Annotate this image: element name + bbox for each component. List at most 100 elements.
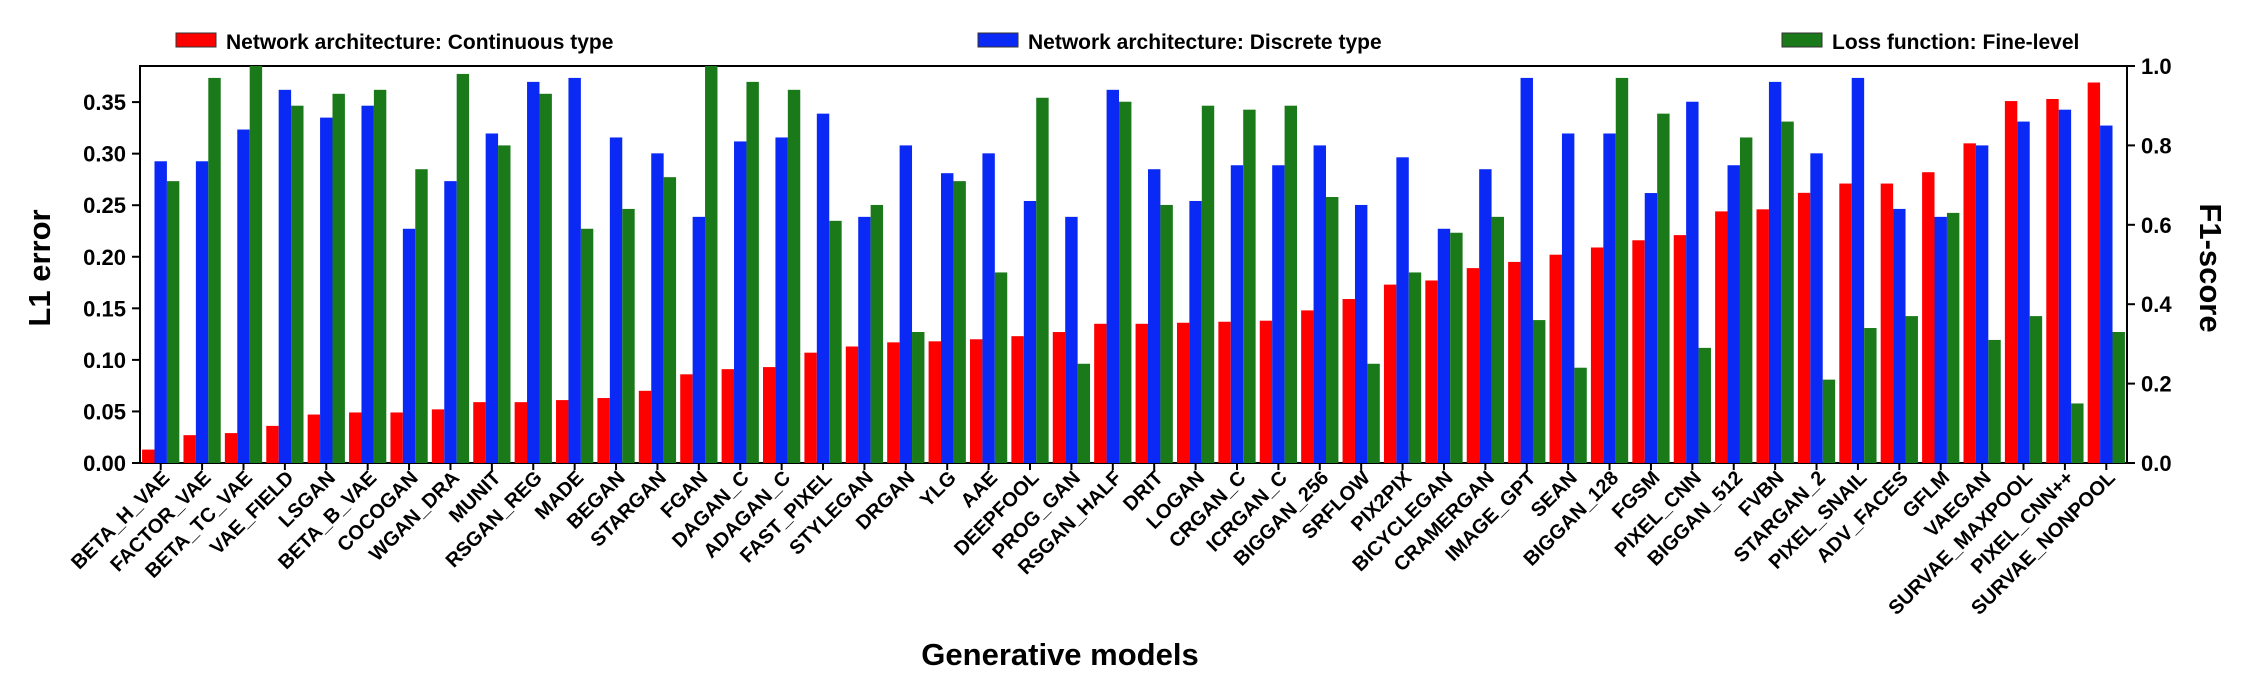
bar-2-biggan_512	[1727, 165, 1740, 463]
bar-1-adv_faces	[1880, 183, 1894, 464]
bar-1-biggan_512	[1715, 211, 1728, 463]
bar-2-fgsm	[1644, 193, 1658, 464]
bar-2-fast_pixel	[816, 113, 830, 463]
y-tick-label: 0.10	[83, 348, 126, 373]
legend-swatch	[175, 32, 217, 48]
bar-2-aae	[982, 153, 995, 463]
bar-1-gflm	[1922, 172, 1935, 463]
bar-2-adagan_c	[775, 137, 788, 463]
bar-1-factor_vae	[183, 435, 196, 463]
bar-1-beta_b_vae	[349, 412, 362, 463]
bar-2-cramergan	[1479, 169, 1492, 463]
bar-3-icrgan_c	[1284, 105, 1298, 463]
bar-2-fgan	[692, 216, 706, 463]
bar-2-gflm	[1934, 216, 1947, 463]
bar-3-sean	[1574, 367, 1587, 463]
bar-2-biggan_256	[1313, 145, 1326, 463]
bar-2-image_gpt	[1520, 77, 1533, 463]
bar-1-pixel_cnn	[1673, 235, 1687, 463]
legend-swatch	[1781, 32, 1823, 48]
bar-2-vae_field	[278, 89, 292, 463]
bar-2-bicyclegan	[1437, 228, 1451, 463]
bar-1-stylegan	[845, 346, 859, 463]
bar-1-biggan_128	[1590, 247, 1604, 463]
bar-2-beta_h_vae	[154, 161, 167, 463]
bar-2-stargan	[651, 153, 664, 463]
bar-1-drit	[1135, 323, 1148, 463]
bar-3-adagan_c	[787, 89, 801, 463]
bar-1-survae_maxpool	[2004, 101, 2018, 463]
bar-2-sean	[1561, 133, 1575, 464]
bar-1-survae_nonpool	[2087, 82, 2101, 463]
bar-3-srflow	[1367, 363, 1380, 463]
bar-3-survae_nonpool	[2112, 331, 2125, 463]
bar-2-dagan_c	[734, 141, 747, 463]
bar-1-srflow	[1342, 299, 1355, 463]
bar-3-pixel_snail	[1864, 328, 1877, 463]
bar-2-lsgan	[320, 117, 333, 464]
bar-2-factor_vae	[195, 161, 209, 463]
bar-3-rsgan_half	[1119, 101, 1132, 463]
legend: Network architecture: Continuous type Net…	[175, 31, 2079, 54]
bar-1-icrgan_c	[1259, 320, 1273, 463]
x-tick-label: YLG	[916, 467, 961, 512]
bar-1-cramergan	[1466, 268, 1480, 463]
bar-3-biggan_128	[1615, 77, 1629, 463]
bar-2-stylegan	[858, 216, 871, 463]
bar-2-survae_maxpool	[2017, 121, 2030, 463]
bar-3-fvbn	[1781, 121, 1794, 463]
bar-1-bicyclegan	[1425, 280, 1438, 463]
bar-2-munit	[485, 133, 499, 464]
bar-3-beta_tc_vae	[249, 66, 263, 463]
y2-tick-label: 0.4	[2141, 292, 2172, 317]
bar-3-stylegan	[870, 204, 884, 463]
bar-3-beta_h_vae	[166, 181, 180, 463]
y2-tick-label: 0.2	[2141, 372, 2172, 397]
bar-3-cocogan	[415, 169, 428, 463]
bar-3-fast_pixel	[829, 220, 842, 463]
bar-3-drgan	[912, 331, 925, 463]
axes	[132, 65, 2135, 470]
bar-2-drgan	[899, 145, 913, 463]
bar-3-aae	[994, 272, 1008, 463]
y2-tick-label: 0.6	[2141, 213, 2172, 238]
bar-1-fgan	[680, 374, 693, 463]
bar-2-icrgan_c	[1272, 165, 1285, 463]
bar-3-fgan	[705, 66, 718, 463]
bar-2-pixel_snail	[1851, 77, 1865, 463]
bar-2-wgan_dra	[444, 181, 457, 463]
bar-2-cocogan	[402, 228, 416, 463]
y-tick-label: 0.05	[83, 399, 126, 424]
bar-1-aae	[969, 339, 983, 463]
bar-1-lsgan	[307, 414, 321, 463]
bar-1-prog_gan	[1052, 332, 1066, 463]
bar-2-drit	[1147, 169, 1161, 463]
bar-1-cocogan	[390, 412, 403, 463]
bar-3-gflm	[1946, 212, 1960, 463]
bar-1-rsgan_half	[1094, 323, 1107, 463]
bar-1-stargan_2	[1797, 192, 1811, 463]
bar-1-munit	[473, 402, 486, 463]
bar-3-munit	[498, 145, 511, 463]
bar-3-began	[622, 208, 635, 463]
bar-3-stargan	[663, 177, 677, 463]
bar-3-made	[580, 228, 594, 463]
bar-1-beta_h_vae	[142, 449, 155, 463]
bar-3-cramergan	[1491, 216, 1504, 463]
legend-label: Network architecture: Continuous type	[226, 31, 613, 54]
bar-3-pixel_cnn	[1698, 347, 1711, 463]
bar-3-beta_b_vae	[373, 89, 387, 463]
y2-tick-label: 0.8	[2141, 133, 2172, 158]
bar-3-logan	[1201, 105, 1215, 463]
bar-1-fvbn	[1756, 209, 1769, 463]
bar-1-logan	[1176, 322, 1190, 463]
bar-2-prog_gan	[1065, 216, 1078, 463]
y-tick-label: 0.00	[83, 451, 126, 476]
bar-1-dagan_c	[721, 369, 735, 463]
y-tick-label: 0.30	[83, 142, 126, 167]
y2-tick-label: 0.0	[2141, 451, 2172, 476]
bar-3-prog_gan	[1077, 363, 1091, 463]
bar-1-deepfool	[1011, 336, 1024, 463]
bar-1-adagan_c	[763, 367, 776, 463]
